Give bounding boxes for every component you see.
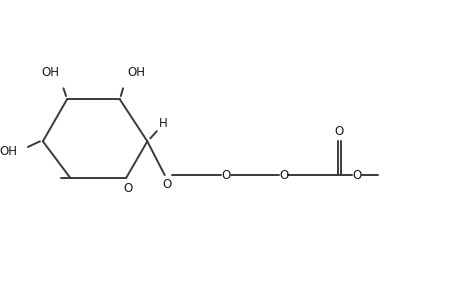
Text: O: O [352, 169, 361, 182]
Text: OH: OH [127, 67, 146, 80]
Text: O: O [334, 125, 343, 138]
Text: OH: OH [41, 67, 59, 80]
Text: H: H [158, 117, 167, 130]
Text: OH: OH [0, 146, 18, 158]
Text: O: O [278, 169, 288, 182]
Text: O: O [162, 178, 171, 191]
Text: O: O [123, 182, 132, 195]
Text: O: O [221, 169, 230, 182]
